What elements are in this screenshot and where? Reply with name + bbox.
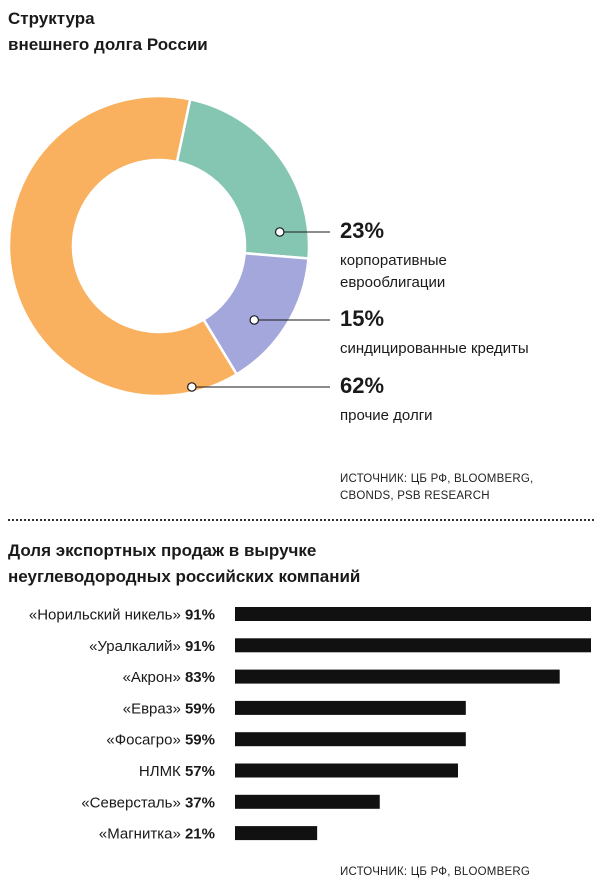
slice-marker-dot xyxy=(249,315,260,325)
bar-chart-title: Доля экспортных продаж в выручке неуглев… xyxy=(8,538,360,590)
bar-company-name: «Уралкалий» xyxy=(89,638,185,655)
bar-label: НЛМК 57% xyxy=(139,763,215,780)
bar-value-label: 59% xyxy=(185,732,215,749)
donut-title-line-1: Структура xyxy=(8,9,95,28)
bar-value-label: 59% xyxy=(185,700,215,717)
bar-title-line-1: Доля экспортных продаж в выручке xyxy=(8,541,317,560)
donut-source-line-2: CBONDS, PSB RESEARCH xyxy=(340,490,490,502)
slice-name-label: прочие долги xyxy=(340,407,433,424)
bar-company-name: «Фосагро» xyxy=(106,732,185,749)
bar-company-name: «Норильский никель» xyxy=(29,607,185,624)
slice-percent-label: 23% xyxy=(340,218,384,243)
bar-value-label: 91% xyxy=(185,607,215,624)
slice-percent-label: 15% xyxy=(340,306,384,331)
donut-chart-title: Структура внешнего долга России xyxy=(8,6,208,58)
bar-label: «Северсталь» 37% xyxy=(81,794,215,811)
bar-company-name: «Евраз» xyxy=(123,700,185,717)
bar xyxy=(235,732,466,747)
section-divider xyxy=(8,519,594,521)
bar-label: «Уралкалий» 91% xyxy=(89,638,215,655)
slice-percent-label: 62% xyxy=(340,373,384,398)
slice-marker-dot xyxy=(274,227,285,237)
bar-label: «Фосагро» 59% xyxy=(106,732,215,749)
bar-value-label: 37% xyxy=(185,794,215,811)
slice-marker-dot xyxy=(187,382,197,392)
bar xyxy=(235,669,560,684)
bar-label: «Норильский никель» 91% xyxy=(29,607,215,624)
bar-company-name: «Северсталь» xyxy=(81,794,185,811)
slice-name-label: синдицированные кредиты xyxy=(340,340,529,357)
donut-slice xyxy=(175,97,311,260)
bar-company-name: «Акрон» xyxy=(123,669,185,686)
donut-source: ИСТОЧНИК: ЦБ РФ, BLOOMBERG, CBONDS, PSB … xyxy=(340,471,540,505)
bar-label: «Акрон» 83% xyxy=(123,669,215,686)
donut-source-line-1: ИСТОЧНИК: ЦБ РФ, BLOOMBERG, xyxy=(340,473,534,485)
slice-name-label: корпоративные xyxy=(340,252,447,269)
bar-company-name: «Магнитка» xyxy=(99,826,185,843)
bar-value-label: 21% xyxy=(185,826,215,843)
bar xyxy=(235,763,458,778)
slice-name-label: еврооблигации xyxy=(340,274,445,291)
bar xyxy=(235,794,380,809)
bar-value-label: 91% xyxy=(185,638,215,655)
donut-chart: 23% корпоративные еврооблигации 15% синдицир… xyxy=(7,94,529,424)
bar xyxy=(235,826,318,841)
donut-title-line-2: внешнего долга России xyxy=(8,35,208,54)
bar-value-label: 57% xyxy=(185,763,215,780)
donut-slice xyxy=(7,94,239,398)
bar-value-label: 83% xyxy=(185,669,215,686)
bar-source: ИСТОЧНИК: ЦБ РФ, BLOOMBERG xyxy=(340,864,530,881)
bar-label: «Евраз» 59% xyxy=(123,700,215,717)
bar xyxy=(235,700,466,715)
bar-title-line-2: неуглеводородных российских компаний xyxy=(8,567,361,586)
bar-company-name: НЛМК xyxy=(139,763,185,780)
bar-label: «Магнитка» 21% xyxy=(99,826,215,843)
bar xyxy=(235,607,591,621)
bar-source-line-1: ИСТОЧНИК: ЦБ РФ, BLOOMBERG xyxy=(340,866,530,878)
bar xyxy=(235,638,591,653)
